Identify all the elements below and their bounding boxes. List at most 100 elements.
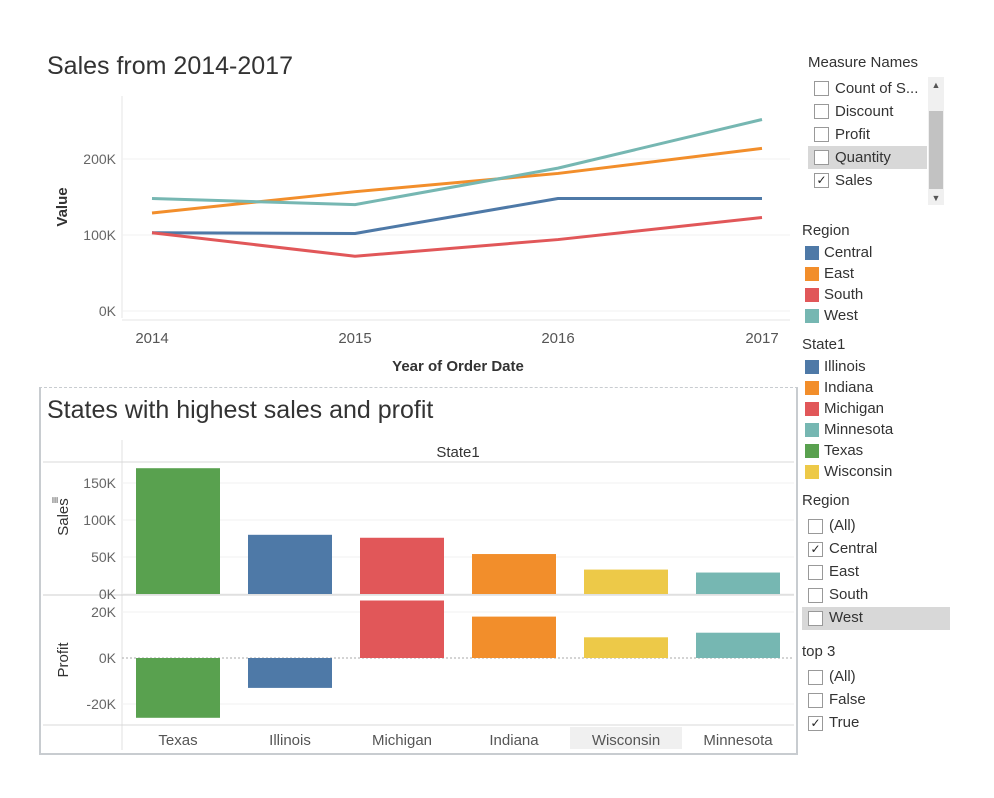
measure-names-list[interactable]: Count of S... Discount Profit Quantity ✓… — [808, 77, 944, 205]
bar-chart: State1 0K 50K 100K 150K Sales≡ -20K 0K 20K Profit… — [43, 440, 794, 750]
profit-bar-texas — [136, 658, 220, 718]
x-tick-label: Indiana — [489, 732, 539, 749]
swatch — [805, 402, 819, 416]
profit-bar-indiana — [472, 616, 556, 658]
legend-label: Illinois — [824, 358, 866, 375]
measure-names-item-label: Quantity — [835, 149, 891, 166]
y-tick-label: 200K — [83, 151, 116, 167]
checkbox[interactable] — [814, 127, 829, 142]
filter-item-label: South — [829, 586, 869, 603]
swatch — [805, 288, 819, 302]
checkbox[interactable] — [808, 670, 823, 685]
checkbox[interactable] — [814, 81, 829, 96]
scroll-up-icon[interactable]: ▲ — [931, 80, 941, 90]
sales-bar-michigan — [360, 537, 444, 594]
swatch — [805, 309, 819, 323]
state-legend-title: State1 — [802, 336, 846, 353]
x-tick-label: Michigan — [372, 732, 432, 749]
legend-label: Wisconsin — [824, 463, 893, 480]
profit-bar-minnesota — [696, 632, 780, 658]
scroll-thumb[interactable] — [929, 111, 943, 189]
y-tick-label: 0K — [99, 650, 117, 666]
measure-names-item-label: Count of S... — [835, 80, 919, 97]
sales-axis-title: Sales — [55, 498, 72, 536]
y-tick-label: 0K — [99, 586, 117, 602]
swatch — [805, 267, 819, 281]
profit-axis-title: Profit — [55, 642, 72, 678]
swatch — [805, 246, 819, 260]
filter-item-label: True — [829, 714, 860, 731]
filter-item-label: West — [829, 609, 863, 626]
y-tick-label: 50K — [91, 549, 117, 565]
region-legend-title: Region — [802, 222, 850, 239]
x-tick-label: Minnesota — [703, 732, 773, 749]
legend-label: South — [824, 286, 864, 303]
y-axis-title: Value — [54, 187, 71, 226]
swatch — [805, 423, 819, 437]
measure-names-scrollbar[interactable]: ▲ ▼ — [928, 77, 944, 205]
checkbox-checked[interactable]: ✓ — [808, 716, 823, 731]
y-tick-label: 100K — [83, 512, 116, 528]
legend-label: Central — [824, 244, 873, 261]
legend-label: East — [824, 265, 855, 282]
checkbox-checked[interactable]: ✓ — [814, 173, 829, 188]
checkbox-checked[interactable]: ✓ — [808, 542, 823, 557]
x-tick-label: Illinois — [269, 732, 311, 749]
x-tick-label: Wisconsin — [592, 732, 660, 749]
column-header: State1 — [436, 444, 479, 461]
checkbox[interactable] — [808, 565, 823, 580]
region-filter-title: Region — [802, 492, 850, 509]
measure-names-title: Measure Names — [808, 54, 919, 71]
filter-item-label: (All) — [829, 668, 856, 685]
sort-descending-icon: ≡ — [48, 496, 62, 503]
bar-chart-frame[interactable] — [39, 387, 798, 755]
y-tick-label: -20K — [86, 696, 116, 712]
legend-label: West — [824, 307, 858, 324]
checkbox[interactable] — [808, 519, 823, 534]
filter-item-label: (All) — [829, 517, 856, 534]
series-line-west — [151, 118, 763, 207]
series-line-south — [151, 216, 763, 258]
checkbox[interactable] — [814, 150, 829, 165]
scroll-down-icon[interactable]: ▼ — [931, 193, 941, 203]
filter-item-label: East — [829, 563, 860, 580]
legend-label: Michigan — [824, 400, 885, 417]
line-chart-title: Sales from 2014-2017 — [47, 52, 293, 80]
measure-names-item-label: Sales — [835, 172, 873, 189]
legend-label: Indiana — [824, 379, 874, 396]
filter-item-label: False — [829, 691, 866, 708]
y-tick-label: 100K — [83, 227, 116, 243]
top3-filter-title: top 3 — [802, 643, 836, 660]
series-line-central — [151, 197, 762, 235]
profit-bar-michigan — [360, 600, 444, 658]
checkbox[interactable] — [808, 611, 823, 626]
measure-names-item-label: Profit — [835, 126, 871, 143]
y-tick-label: 0K — [99, 303, 117, 319]
checkbox[interactable] — [808, 693, 823, 708]
y-tick-label: 20K — [91, 604, 117, 620]
swatch — [805, 444, 819, 458]
x-tick-label: 2016 — [541, 330, 574, 347]
legend-label: Minnesota — [824, 421, 894, 438]
measure-names-item-label: Discount — [835, 103, 894, 120]
checkbox[interactable] — [808, 588, 823, 603]
y-tick-label: 150K — [83, 475, 116, 491]
bar-chart-title: States with highest sales and profit — [47, 396, 434, 424]
x-tick-label: Texas — [158, 732, 197, 749]
filter-item-label: Central — [829, 540, 878, 557]
sales-bar-minnesota — [696, 572, 780, 594]
sales-bar-wisconsin — [584, 569, 668, 594]
legend-label: Texas — [824, 442, 864, 459]
swatch — [805, 381, 819, 395]
highlighted-category-bg — [570, 727, 682, 749]
swatch — [805, 360, 819, 374]
profit-bar-wisconsin — [584, 637, 668, 658]
measure-names-item-quantity-highlight — [808, 146, 927, 169]
x-axis-title: Year of Order Date — [392, 358, 524, 375]
sales-bar-indiana — [472, 554, 556, 594]
profit-bar-illinois — [248, 658, 332, 688]
filter-item[interactable]: West — [802, 607, 950, 630]
checkbox[interactable] — [814, 104, 829, 119]
x-tick-label: 2015 — [338, 330, 371, 347]
swatch — [805, 465, 819, 479]
